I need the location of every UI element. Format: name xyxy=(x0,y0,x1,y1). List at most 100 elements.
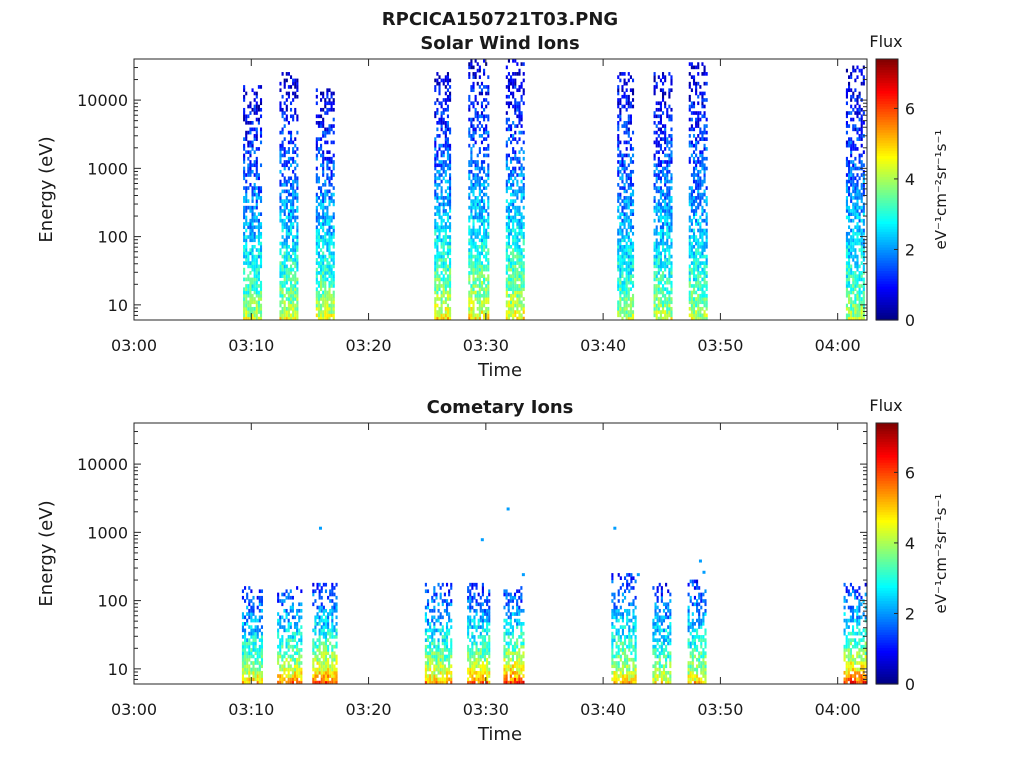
heatmap-cell xyxy=(296,81,299,86)
heatmap-cell xyxy=(292,290,295,295)
heatmap-cell xyxy=(670,186,673,190)
heatmap-cell xyxy=(244,654,247,659)
heatmap-cell xyxy=(699,163,702,168)
heatmap-cell xyxy=(244,599,247,603)
colorbar-band xyxy=(876,192,898,196)
heatmap-cell xyxy=(330,127,333,132)
heatmap-cell xyxy=(695,310,698,314)
heatmap-cell xyxy=(449,284,452,288)
heatmap-cell xyxy=(259,310,263,314)
heatmap-cell xyxy=(512,179,515,184)
heatmap-cell xyxy=(695,147,698,151)
heatmap-cell xyxy=(438,215,441,220)
heatmap-cell xyxy=(424,644,427,649)
heatmap-cell xyxy=(705,241,708,246)
heatmap-cell xyxy=(246,670,249,675)
heatmap-cell xyxy=(277,654,280,659)
heatmap-cell xyxy=(285,196,288,200)
heatmap-cell xyxy=(327,677,330,682)
heatmap-cell xyxy=(255,218,258,223)
heatmap-cell xyxy=(434,140,437,145)
heatmap-cell xyxy=(444,189,447,194)
heatmap-cell xyxy=(480,241,484,246)
heatmap-cell xyxy=(664,182,667,187)
heatmap-cell xyxy=(666,209,669,213)
heatmap-cell xyxy=(657,169,660,174)
heatmap-cell xyxy=(666,212,669,216)
heatmap-cell xyxy=(627,127,630,132)
heatmap-cell xyxy=(277,680,280,685)
heatmap-cell xyxy=(518,222,521,226)
heatmap-cell xyxy=(520,186,523,190)
heatmap-cell xyxy=(474,130,477,135)
heatmap-cell xyxy=(699,274,702,278)
heatmap-cell xyxy=(657,143,660,148)
heatmap-cell xyxy=(468,192,471,197)
heatmap-cell xyxy=(438,202,441,207)
heatmap-cell xyxy=(260,595,264,600)
heatmap-cell xyxy=(438,88,441,93)
heatmap-cell xyxy=(257,306,260,311)
heatmap-cell xyxy=(283,258,286,262)
heatmap-cell xyxy=(322,670,325,675)
heatmap-cell xyxy=(255,290,258,295)
heatmap-cell xyxy=(705,244,708,249)
heatmap-cell xyxy=(625,173,628,177)
heatmap-cell xyxy=(690,205,693,210)
heatmap-cell xyxy=(259,107,263,112)
heatmap-cell xyxy=(259,114,263,119)
heatmap-cell xyxy=(300,635,303,639)
heatmap-cell xyxy=(249,209,252,213)
heatmap-cell xyxy=(703,143,706,148)
heatmap-cell xyxy=(296,267,299,272)
heatmap-cell xyxy=(474,277,477,282)
heatmap-cell xyxy=(440,101,443,106)
heatmap-cell xyxy=(858,264,861,269)
heatmap-cell xyxy=(483,244,486,249)
heatmap-cell xyxy=(850,264,853,269)
heatmap-cell xyxy=(514,287,517,292)
heatmap-cell xyxy=(621,244,624,249)
heatmap-cell xyxy=(243,196,246,200)
heatmap-cell xyxy=(627,251,630,256)
heatmap-cell xyxy=(629,258,632,262)
heatmap-cell xyxy=(697,261,700,265)
heatmap-cell xyxy=(485,218,488,223)
heatmap-cell xyxy=(252,638,255,642)
heatmap-cell xyxy=(848,212,851,216)
heatmap-cell xyxy=(446,248,450,252)
heatmap-cell xyxy=(322,644,325,649)
heatmap-cell xyxy=(661,72,665,76)
heatmap-cell xyxy=(653,310,656,314)
heatmap-cell xyxy=(860,228,863,233)
heatmap-cell xyxy=(259,140,263,145)
heatmap-cell xyxy=(247,300,250,305)
heatmap-cell xyxy=(317,222,321,226)
heatmap-cell xyxy=(324,231,327,236)
heatmap-cell xyxy=(255,205,258,210)
heatmap-cell xyxy=(659,196,662,200)
heatmap-cell xyxy=(251,199,254,203)
heatmap-cell xyxy=(619,271,622,275)
heatmap-cell xyxy=(848,163,851,168)
heatmap-cell xyxy=(249,173,252,177)
heatmap-cell xyxy=(666,202,669,207)
heatmap-cell xyxy=(629,104,632,109)
heatmap-cell xyxy=(289,313,293,318)
heatmap-cell xyxy=(312,592,315,597)
heatmap-cell xyxy=(247,156,250,161)
heatmap-cell xyxy=(326,261,329,265)
heatmap-cell xyxy=(255,101,258,106)
heatmap-cell xyxy=(858,248,861,252)
heatmap-cell xyxy=(666,192,669,197)
heatmap-cell xyxy=(860,196,863,200)
heatmap-cell xyxy=(444,107,447,112)
heatmap-cell xyxy=(480,238,484,243)
colorbar-band xyxy=(876,166,898,170)
heatmap-cell xyxy=(483,114,486,119)
heatmap-cell xyxy=(692,134,696,138)
heatmap-cell xyxy=(438,258,441,262)
heatmap-cell xyxy=(631,300,635,305)
heatmap-cell xyxy=(322,261,325,265)
